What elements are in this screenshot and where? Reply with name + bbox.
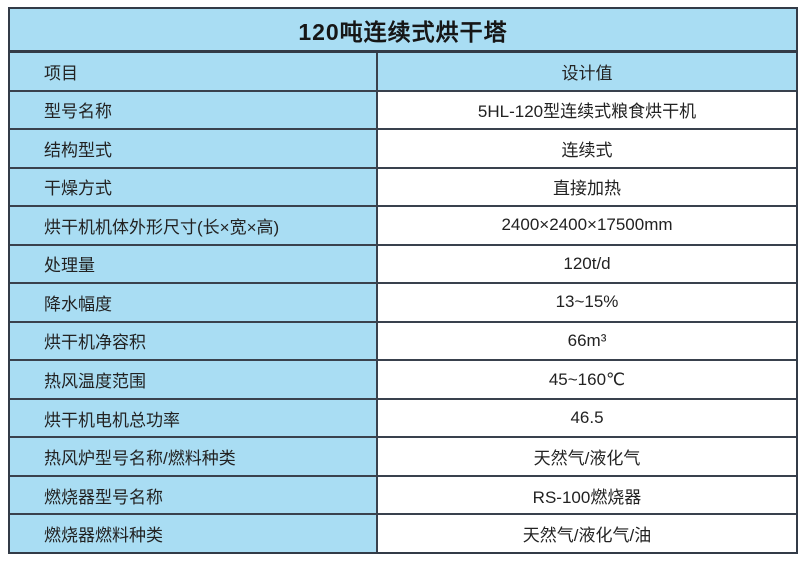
row-value: 直接加热 (378, 168, 796, 206)
header-value-cell: 设计值 (378, 53, 796, 90)
header-row: 项目 设计值 (10, 53, 796, 92)
row-label: 烘干机净容积 (10, 322, 378, 360)
row-label: 型号名称 (10, 91, 378, 129)
row-label: 燃烧器型号名称 (10, 476, 378, 514)
table-row: 处理量 120t/d (10, 245, 796, 285)
row-label: 烘干机电机总功率 (10, 399, 378, 437)
table-row: 降水幅度 13~15% (10, 284, 796, 323)
table-row: 型号名称 5HL-120型连续式粮食烘干机 (10, 91, 796, 131)
table-row: 燃烧器型号名称 RS-100燃烧器 (10, 476, 796, 516)
row-value: 120t/d (378, 245, 796, 283)
table-row: 结构型式 连续式 (10, 130, 796, 169)
table-row: 烘干机电机总功率 46.5 (10, 399, 796, 439)
row-label: 热风温度范围 (10, 361, 378, 398)
row-value: 5HL-120型连续式粮食烘干机 (378, 91, 796, 129)
table-row: 干燥方式 直接加热 (10, 168, 796, 208)
row-label: 降水幅度 (10, 284, 378, 321)
row-value: 2400×2400×17500mm (378, 207, 796, 244)
table-row: 燃烧器燃料种类 天然气/液化气/油 (10, 515, 796, 552)
row-value: 天然气/液化气/油 (378, 515, 796, 552)
table-row: 烘干机净容积 66m³ (10, 322, 796, 362)
header-item-cell: 项目 (10, 53, 378, 90)
table-row: 热风温度范围 45~160℃ (10, 361, 796, 400)
table-title: 120吨连续式烘干塔 (10, 9, 796, 53)
row-label: 处理量 (10, 245, 378, 283)
row-value: 46.5 (378, 399, 796, 437)
row-label: 结构型式 (10, 130, 378, 167)
row-label: 热风炉型号名称/燃料种类 (10, 438, 378, 475)
row-value: 13~15% (378, 284, 796, 321)
row-label: 干燥方式 (10, 168, 378, 206)
spec-table: 120吨连续式烘干塔 项目 设计值 型号名称 5HL-120型连续式粮食烘干机 … (8, 7, 798, 554)
row-value: 45~160℃ (378, 361, 796, 398)
row-label: 燃烧器燃料种类 (10, 515, 378, 552)
row-value: 天然气/液化气 (378, 438, 796, 475)
table-row: 热风炉型号名称/燃料种类 天然气/液化气 (10, 438, 796, 477)
row-value: RS-100燃烧器 (378, 476, 796, 514)
row-value: 66m³ (378, 322, 796, 360)
table-row: 烘干机机体外形尺寸(长×宽×高) 2400×2400×17500mm (10, 207, 796, 246)
row-label: 烘干机机体外形尺寸(长×宽×高) (10, 207, 378, 244)
row-value: 连续式 (378, 130, 796, 167)
